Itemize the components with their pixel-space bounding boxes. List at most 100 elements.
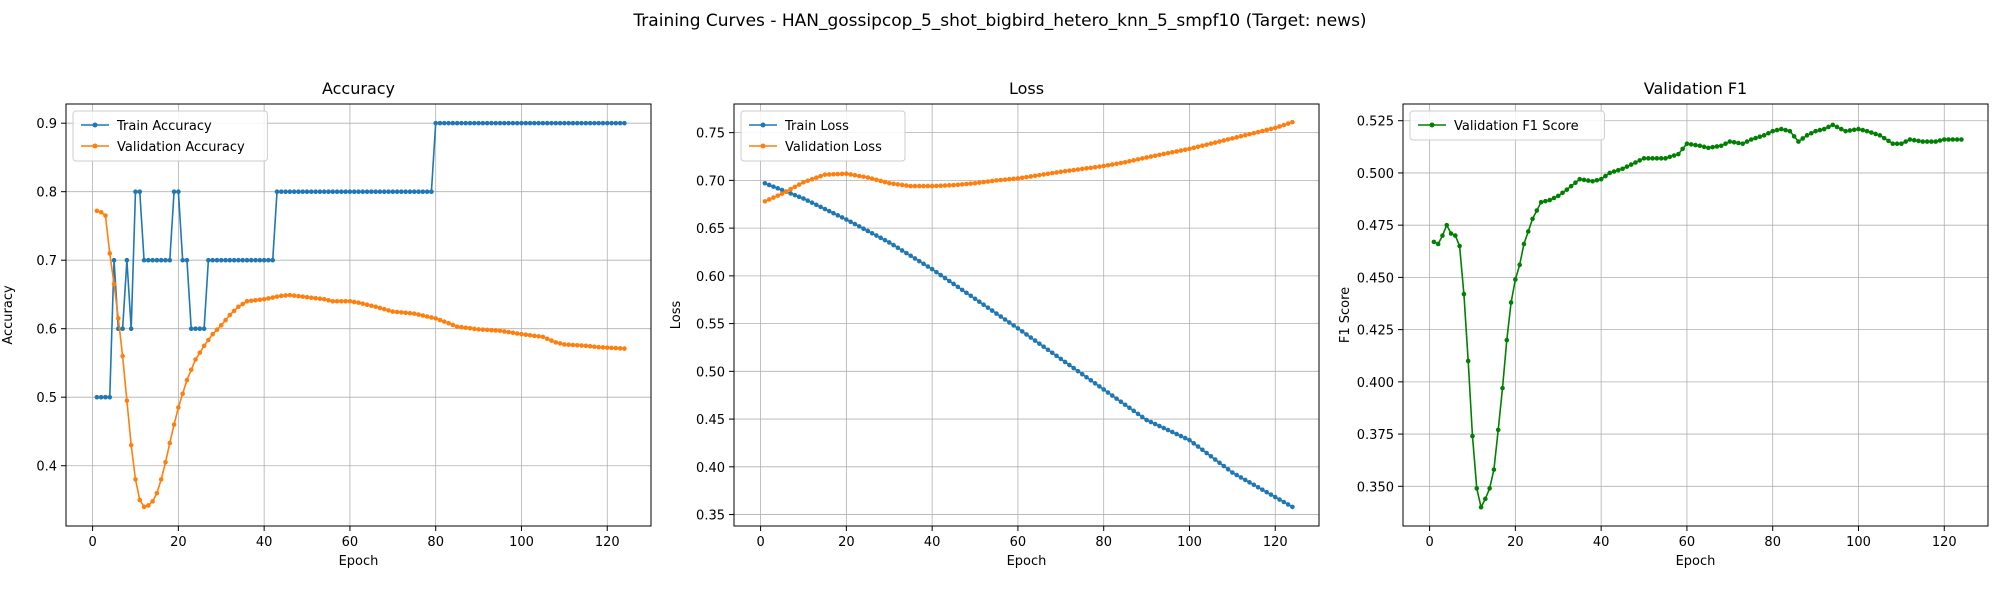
y-axis-label: F1 Score	[1338, 287, 1353, 343]
data-point	[210, 331, 215, 337]
data-point	[929, 266, 935, 272]
x-axis-label: Epoch	[1676, 554, 1716, 569]
data-point	[1886, 138, 1891, 144]
data-point	[1165, 150, 1171, 156]
data-point	[540, 120, 546, 126]
data-point	[1585, 178, 1591, 183]
data-point	[1079, 166, 1085, 172]
data-point	[835, 213, 841, 218]
data-point	[1890, 141, 1896, 146]
data-point	[188, 367, 194, 373]
x-tick-label: 120	[1263, 535, 1288, 550]
data-point	[1260, 487, 1265, 493]
data-point	[1448, 231, 1454, 236]
data-point	[1603, 173, 1608, 179]
data-point	[1500, 385, 1505, 391]
data-point	[176, 189, 181, 194]
data-point	[1161, 151, 1167, 157]
data-point	[1637, 158, 1643, 163]
data-point	[386, 189, 391, 194]
data-point	[218, 257, 224, 263]
data-point	[968, 181, 974, 186]
data-point	[1899, 141, 1904, 146]
data-point	[951, 182, 956, 188]
data-point	[1058, 356, 1064, 362]
data-point	[253, 257, 258, 263]
data-point	[1894, 141, 1900, 146]
data-point	[339, 299, 344, 304]
data-point	[600, 120, 606, 126]
data-point	[107, 251, 113, 256]
chart-panel-3: 0 20 40 60 80 100 120 0.350 0.375 0.400 0.425 0.450…	[1338, 79, 1989, 569]
data-point	[1766, 130, 1771, 136]
data-point	[1847, 128, 1853, 133]
data-point	[167, 440, 173, 446]
x-tick-label: 120	[1932, 535, 1957, 550]
data-point	[1092, 164, 1098, 170]
data-point	[622, 346, 627, 351]
data-point	[1002, 177, 1008, 182]
data-point	[908, 253, 913, 259]
data-point	[1075, 167, 1081, 172]
data-point	[557, 341, 563, 346]
data-point	[287, 189, 293, 194]
data-point	[916, 183, 922, 189]
data-point	[942, 275, 948, 281]
data-point	[536, 334, 541, 339]
data-point	[150, 257, 155, 263]
data-point	[386, 308, 391, 313]
data-point	[1723, 141, 1728, 146]
data-point	[1924, 139, 1930, 144]
data-point	[1118, 160, 1124, 166]
data-point	[609, 120, 614, 126]
data-point	[510, 330, 516, 336]
plot-frame	[1402, 103, 1989, 527]
data-point	[1208, 141, 1214, 146]
data-point	[1873, 131, 1878, 137]
data-point	[1101, 163, 1106, 169]
data-point	[1019, 175, 1025, 181]
data-point	[766, 182, 772, 188]
data-point	[1187, 146, 1192, 152]
data-point	[762, 199, 768, 204]
data-point	[343, 299, 348, 304]
data-point	[1457, 243, 1462, 249]
data-point	[291, 293, 297, 298]
legend-box	[1409, 110, 1605, 141]
legend: Train Loss Validation Loss	[740, 110, 906, 162]
data-point	[240, 257, 245, 263]
data-point	[364, 189, 370, 194]
data-point	[912, 183, 918, 189]
data-point	[424, 314, 430, 319]
data-point	[1834, 124, 1840, 130]
data-point	[964, 290, 969, 296]
data-point	[955, 182, 961, 188]
data-point	[959, 287, 965, 293]
data-point	[141, 257, 147, 263]
data-point	[1170, 150, 1175, 155]
data-point	[1470, 433, 1475, 439]
data-point	[549, 338, 554, 343]
data-point	[1911, 137, 1917, 143]
data-point	[313, 295, 318, 301]
data-point	[814, 202, 819, 208]
plot-frame	[733, 103, 1320, 527]
y-tick-label: 0.500	[1357, 167, 1394, 182]
data-point	[137, 189, 143, 194]
data-point	[1671, 153, 1677, 158]
data-point	[977, 299, 982, 305]
data-point	[1264, 489, 1269, 495]
data-point	[994, 311, 999, 316]
data-point	[467, 325, 473, 331]
data-point	[1281, 122, 1287, 128]
data-point	[1191, 441, 1197, 446]
data-point	[1182, 147, 1188, 153]
data-point	[107, 394, 113, 400]
data-point	[399, 189, 404, 194]
data-point	[1251, 130, 1257, 136]
legend: Validation F1 Score	[1409, 110, 1605, 141]
data-point	[300, 294, 306, 299]
data-point	[1221, 463, 1227, 469]
data-point	[1946, 137, 1951, 142]
data-point	[1024, 174, 1029, 180]
